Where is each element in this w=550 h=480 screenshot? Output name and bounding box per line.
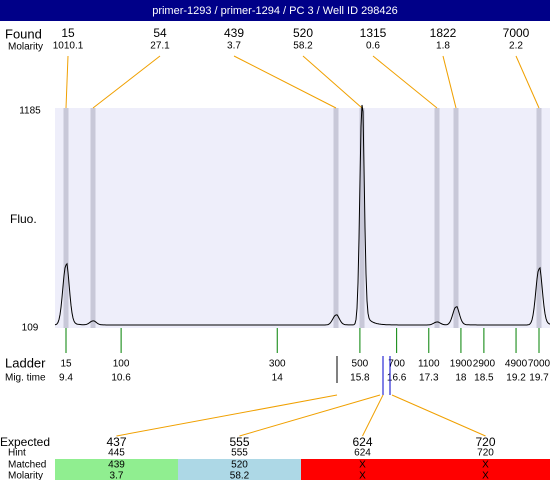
expected-expected: 555	[229, 435, 249, 449]
expected-molarity: 3.7	[110, 471, 124, 480]
peak-connector	[515, 55, 540, 109]
expected-connector	[362, 394, 384, 437]
found-label: Found	[5, 26, 42, 41]
expected-matched: 439	[108, 460, 125, 471]
ladder-size: 1100	[418, 359, 440, 370]
peak-molarity: 0.6	[366, 41, 380, 52]
peak-band	[434, 108, 440, 328]
expected-hint: 555	[231, 448, 248, 459]
peak-size: 1822	[430, 26, 457, 40]
expected-connector	[116, 394, 338, 437]
peak-band	[453, 108, 459, 328]
ladder-label: Ladder	[5, 355, 46, 370]
expected-row-label: Expected	[0, 435, 50, 449]
peak-molarity: 1010.1	[53, 41, 84, 52]
peak-molarity: 3.7	[227, 41, 241, 52]
expected-matched: X	[482, 460, 489, 471]
expected-molarity: 58.2	[230, 471, 250, 480]
peak-size: 1315	[360, 26, 387, 40]
trace	[54, 104, 550, 326]
expected-row-label: Hint	[8, 448, 26, 459]
peak-band	[63, 108, 69, 328]
mig-time: 19.2	[506, 373, 526, 384]
expected-expected: 720	[475, 435, 495, 449]
title-bar	[0, 0, 550, 21]
expected-hint: 720	[477, 448, 494, 459]
mig-time-label: Mig. time	[5, 373, 46, 384]
peak-band	[536, 108, 542, 328]
ladder-size: 15	[60, 359, 72, 370]
expected-hint: 445	[108, 448, 125, 459]
peak-connector	[442, 55, 457, 109]
peak-connector	[372, 55, 438, 109]
mig-time: 15.8	[350, 373, 370, 384]
peak-connector	[302, 55, 363, 109]
peak-molarity: 1.8	[436, 41, 450, 52]
peak-molarity: 2.2	[509, 41, 523, 52]
match-cell	[178, 459, 301, 480]
expected-connector	[239, 394, 381, 437]
peak-size: 15	[61, 26, 75, 40]
match-cell	[301, 459, 424, 480]
expected-hint: 624	[354, 448, 371, 459]
mig-time: 18	[455, 373, 467, 384]
ladder-size: 300	[269, 359, 286, 370]
mig-time: 9.4	[59, 373, 73, 384]
peak-size: 520	[293, 26, 313, 40]
expected-matched: 520	[231, 460, 248, 471]
plot-area	[55, 108, 550, 328]
peak-molarity: 58.2	[293, 41, 313, 52]
peak-size: 54	[153, 26, 167, 40]
ladder-size: 500	[352, 359, 369, 370]
y-axis-label: Fluo.	[10, 212, 37, 226]
mig-time: 14	[272, 373, 284, 384]
peak-connector	[92, 55, 161, 109]
match-cell	[55, 459, 178, 480]
expected-row-label: Molarity	[8, 471, 43, 480]
peak-molarity: 27.1	[150, 41, 170, 52]
mig-time: 10.6	[111, 373, 131, 384]
expected-molarity: X	[482, 471, 489, 480]
y-top-label: 1185	[19, 106, 41, 117]
match-cell	[424, 459, 550, 480]
expected-expected: 624	[352, 435, 372, 449]
expected-row-label: Matched	[8, 460, 46, 471]
expected-matched: X	[359, 460, 366, 471]
title: primer-1293 / primer-1294 / PC 3 / Well …	[152, 5, 398, 17]
mig-time: 16.6	[387, 373, 407, 384]
peak-band	[333, 108, 339, 328]
ladder-size: 100	[113, 359, 130, 370]
peak-connector	[65, 55, 69, 109]
ladder-size: 4900	[505, 359, 528, 370]
y-bottom-label: 109	[22, 323, 39, 334]
mig-time: 19.7	[529, 373, 549, 384]
peak-size: 7000	[503, 26, 530, 40]
peak-band	[90, 108, 96, 328]
expected-expected: 437	[106, 435, 126, 449]
ladder-size: 700	[388, 359, 405, 370]
peak-connector	[233, 55, 337, 109]
expected-connector	[391, 394, 486, 437]
expected-molarity: X	[359, 471, 366, 480]
peak-band	[359, 108, 365, 328]
mig-time: 18.5	[474, 373, 494, 384]
molarity-label: Molarity	[8, 42, 43, 53]
ladder-size: 1900	[450, 359, 473, 370]
ladder-size: 2900	[473, 359, 496, 370]
mig-time: 17.3	[419, 373, 439, 384]
peak-size: 439	[224, 26, 244, 40]
ladder-size: 7000	[528, 359, 550, 370]
